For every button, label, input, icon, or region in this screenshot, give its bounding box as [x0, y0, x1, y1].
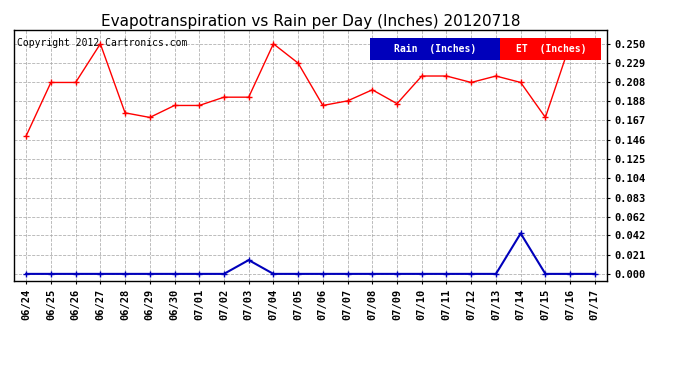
Title: Evapotranspiration vs Rain per Day (Inches) 20120718: Evapotranspiration vs Rain per Day (Inch…: [101, 14, 520, 29]
FancyBboxPatch shape: [500, 38, 601, 60]
FancyBboxPatch shape: [370, 38, 500, 60]
Text: Rain  (Inches): Rain (Inches): [394, 44, 476, 54]
Text: ET  (Inches): ET (Inches): [515, 44, 586, 54]
Text: Copyright 2012 Cartronics.com: Copyright 2012 Cartronics.com: [17, 38, 187, 48]
